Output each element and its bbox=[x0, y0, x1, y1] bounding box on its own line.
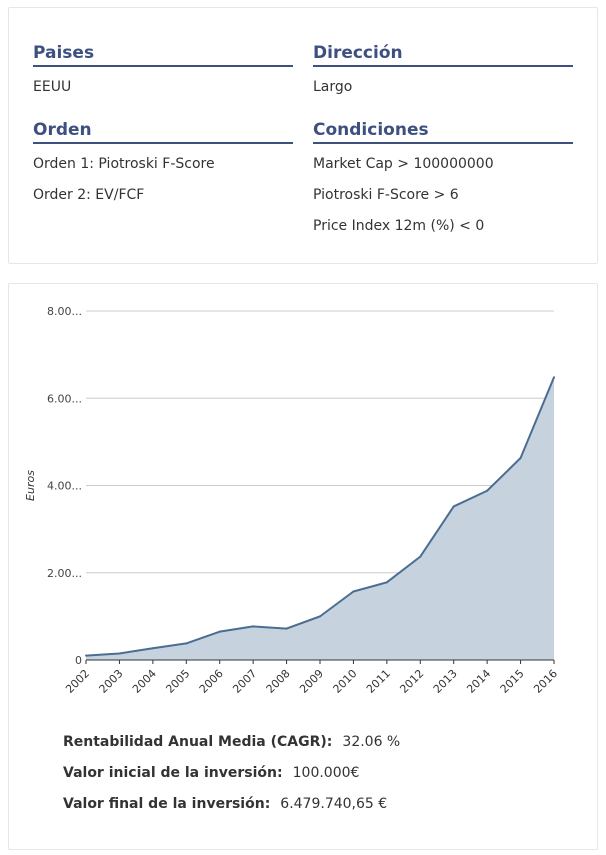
initial-label: Valor inicial de la inversión: bbox=[63, 765, 283, 781]
paises-value: EEUU bbox=[33, 79, 72, 95]
section-title-direccion: Dirección bbox=[313, 38, 573, 67]
y-tick-label: 8.00... bbox=[47, 305, 82, 318]
section-title-paises: Paises bbox=[33, 38, 293, 67]
condicion-line-3: Price Index 12m (%) < 0 bbox=[313, 218, 485, 234]
area-fill bbox=[86, 377, 554, 660]
x-tick-label: 2015 bbox=[498, 667, 527, 696]
section-condiciones: Condiciones Market Cap > 100000000 Piotr… bbox=[313, 115, 573, 242]
data-point bbox=[419, 555, 422, 558]
data-point bbox=[519, 457, 522, 460]
x-tick-label: 2007 bbox=[230, 667, 259, 696]
cagr-value: 32.06 % bbox=[342, 734, 401, 750]
summary-cagr: Rentabilidad Anual Media (CAGR): 32.06 % bbox=[63, 727, 400, 758]
orden-line-2: Order 2: EV/FCF bbox=[33, 187, 145, 203]
y-tick-label: 0 bbox=[75, 654, 82, 667]
y-tick-label: 4.00... bbox=[47, 480, 82, 493]
data-point bbox=[352, 590, 355, 593]
final-value: 6.479.740,65 € bbox=[280, 796, 388, 812]
area-chart: 02.00...4.00...6.00...8.00...2002 2003 200… bbox=[24, 305, 560, 696]
summary: Rentabilidad Anual Media (CAGR): 32.06 % … bbox=[63, 727, 400, 820]
data-point bbox=[285, 627, 288, 630]
initial-value: 100.000€ bbox=[292, 765, 360, 781]
x-tick-label: 2008 bbox=[264, 667, 293, 696]
summary-final: Valor final de la inversión: 6.479.740,65… bbox=[63, 789, 400, 820]
cagr-label: Rentabilidad Anual Media (CAGR): bbox=[63, 734, 333, 750]
data-point bbox=[252, 625, 255, 628]
x-tick-label: 2002 bbox=[63, 667, 92, 696]
data-point bbox=[151, 647, 154, 650]
data-point bbox=[385, 581, 388, 584]
y-tick-label: 2.00... bbox=[47, 567, 82, 580]
data-point bbox=[218, 630, 221, 633]
data-point bbox=[553, 376, 555, 379]
section-title-orden: Orden bbox=[33, 115, 293, 144]
x-tick-label: 2003 bbox=[97, 667, 126, 696]
x-tick-label: 2009 bbox=[297, 667, 326, 696]
strategy-card: Paises EEUU Dirección Largo Orden Orden … bbox=[8, 7, 598, 264]
final-label: Valor final de la inversión: bbox=[63, 796, 271, 812]
data-point bbox=[85, 654, 87, 657]
data-point bbox=[118, 652, 121, 655]
data-point bbox=[185, 642, 188, 645]
condicion-line-2: Piotroski F-Score > 6 bbox=[313, 187, 459, 203]
section-orden: Orden Orden 1: Piotroski F-Score Order 2… bbox=[33, 115, 293, 211]
summary-initial: Valor inicial de la inversión: 100.000€ bbox=[63, 758, 400, 789]
data-point bbox=[486, 489, 489, 492]
orden-line-1: Orden 1: Piotroski F-Score bbox=[33, 156, 215, 172]
section-direccion: Dirección Largo bbox=[313, 38, 573, 103]
x-tick-label: 2012 bbox=[397, 667, 426, 696]
y-tick-label: 6.00... bbox=[47, 392, 82, 405]
x-tick-label: 2014 bbox=[464, 667, 493, 696]
data-point bbox=[319, 615, 321, 618]
data-point bbox=[452, 505, 455, 508]
x-tick-label: 2006 bbox=[197, 667, 226, 696]
chart-card: 0 2.00... 4.00... 6.00... 8.00... 2002 2003 200… bbox=[8, 283, 598, 850]
direccion-value: Largo bbox=[313, 79, 353, 95]
x-tick-label: 2011 bbox=[364, 667, 393, 696]
condicion-line-1: Market Cap > 100000000 bbox=[313, 156, 494, 172]
section-title-condiciones: Condiciones bbox=[313, 115, 573, 144]
x-tick-label: 2016 bbox=[531, 667, 560, 696]
y-axis-label: Euros bbox=[24, 470, 37, 501]
x-tick-label: 2005 bbox=[163, 667, 192, 696]
x-tick-label: 2013 bbox=[431, 667, 460, 696]
x-tick-label: 2010 bbox=[331, 667, 360, 696]
x-tick-label: 2004 bbox=[130, 667, 159, 696]
section-paises: Paises EEUU bbox=[33, 38, 293, 103]
